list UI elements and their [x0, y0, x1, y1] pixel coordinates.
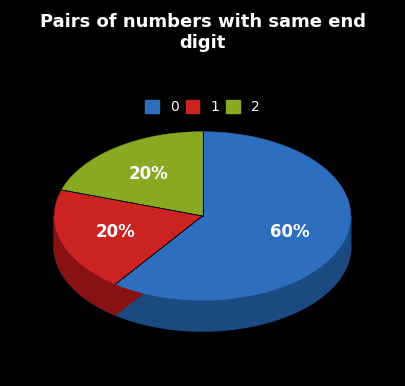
Legend: 0, 1, 2: 0, 1, 2	[139, 95, 266, 120]
Polygon shape	[62, 132, 202, 216]
Text: Pairs of numbers with same end
digit: Pairs of numbers with same end digit	[40, 13, 365, 52]
Text: 20%: 20%	[129, 165, 168, 183]
Polygon shape	[115, 216, 202, 315]
Text: 60%: 60%	[270, 223, 310, 241]
Ellipse shape	[54, 163, 351, 331]
Text: 20%: 20%	[95, 223, 135, 241]
Polygon shape	[54, 216, 351, 331]
Polygon shape	[54, 190, 202, 284]
Polygon shape	[115, 132, 351, 300]
Polygon shape	[54, 216, 115, 315]
